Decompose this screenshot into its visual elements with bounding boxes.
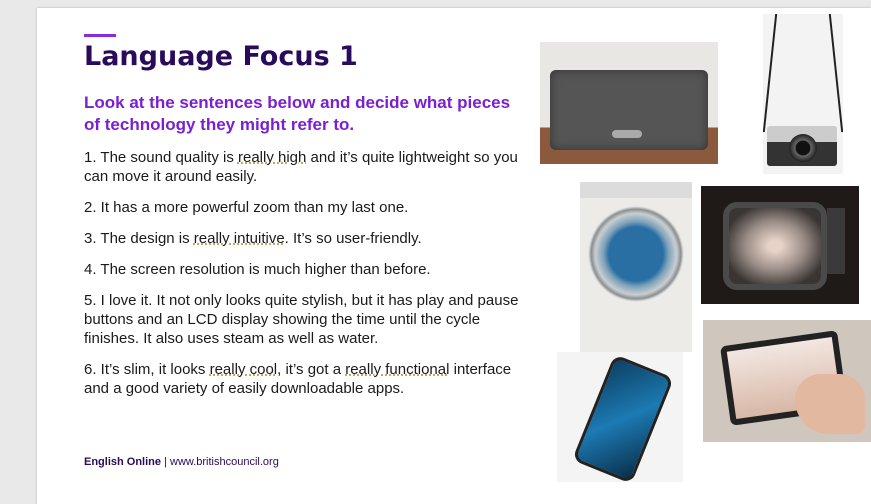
sentence-4: 4. The screen resolution is much higher … bbox=[84, 261, 431, 278]
instruction-text: Look at the sentences below and decide w… bbox=[84, 93, 511, 134]
tablet-photo bbox=[703, 320, 871, 442]
smartphone-photo bbox=[557, 352, 683, 482]
slide: Language Focus 1 Look at the sentences b… bbox=[37, 8, 871, 504]
sentence-3: 3. The design is really intuitive. It’s … bbox=[84, 230, 422, 247]
sentence-6: 6. It’s slim, it looks really cool, it’s… bbox=[84, 361, 512, 397]
sentence-2: 2. It has a more powerful zoom than my l… bbox=[84, 199, 409, 216]
sentence-list: 1. The sound quality is really high and … bbox=[84, 148, 524, 410]
retro-tv-photo bbox=[701, 186, 859, 304]
footer-url: www.britishcouncil.org bbox=[170, 456, 279, 468]
title-accent-bar bbox=[84, 34, 116, 37]
speaker-photo bbox=[540, 42, 718, 164]
washing-machine-photo bbox=[580, 182, 692, 352]
slide-footer: English Online | www.britishcouncil.org bbox=[84, 456, 279, 468]
camera-photo bbox=[763, 14, 843, 174]
sentence-1: 1. The sound quality is really high and … bbox=[84, 149, 518, 185]
sentence-5: 5. I love it. It not only looks quite st… bbox=[84, 292, 519, 347]
slide-title: Language Focus 1 bbox=[84, 41, 358, 72]
